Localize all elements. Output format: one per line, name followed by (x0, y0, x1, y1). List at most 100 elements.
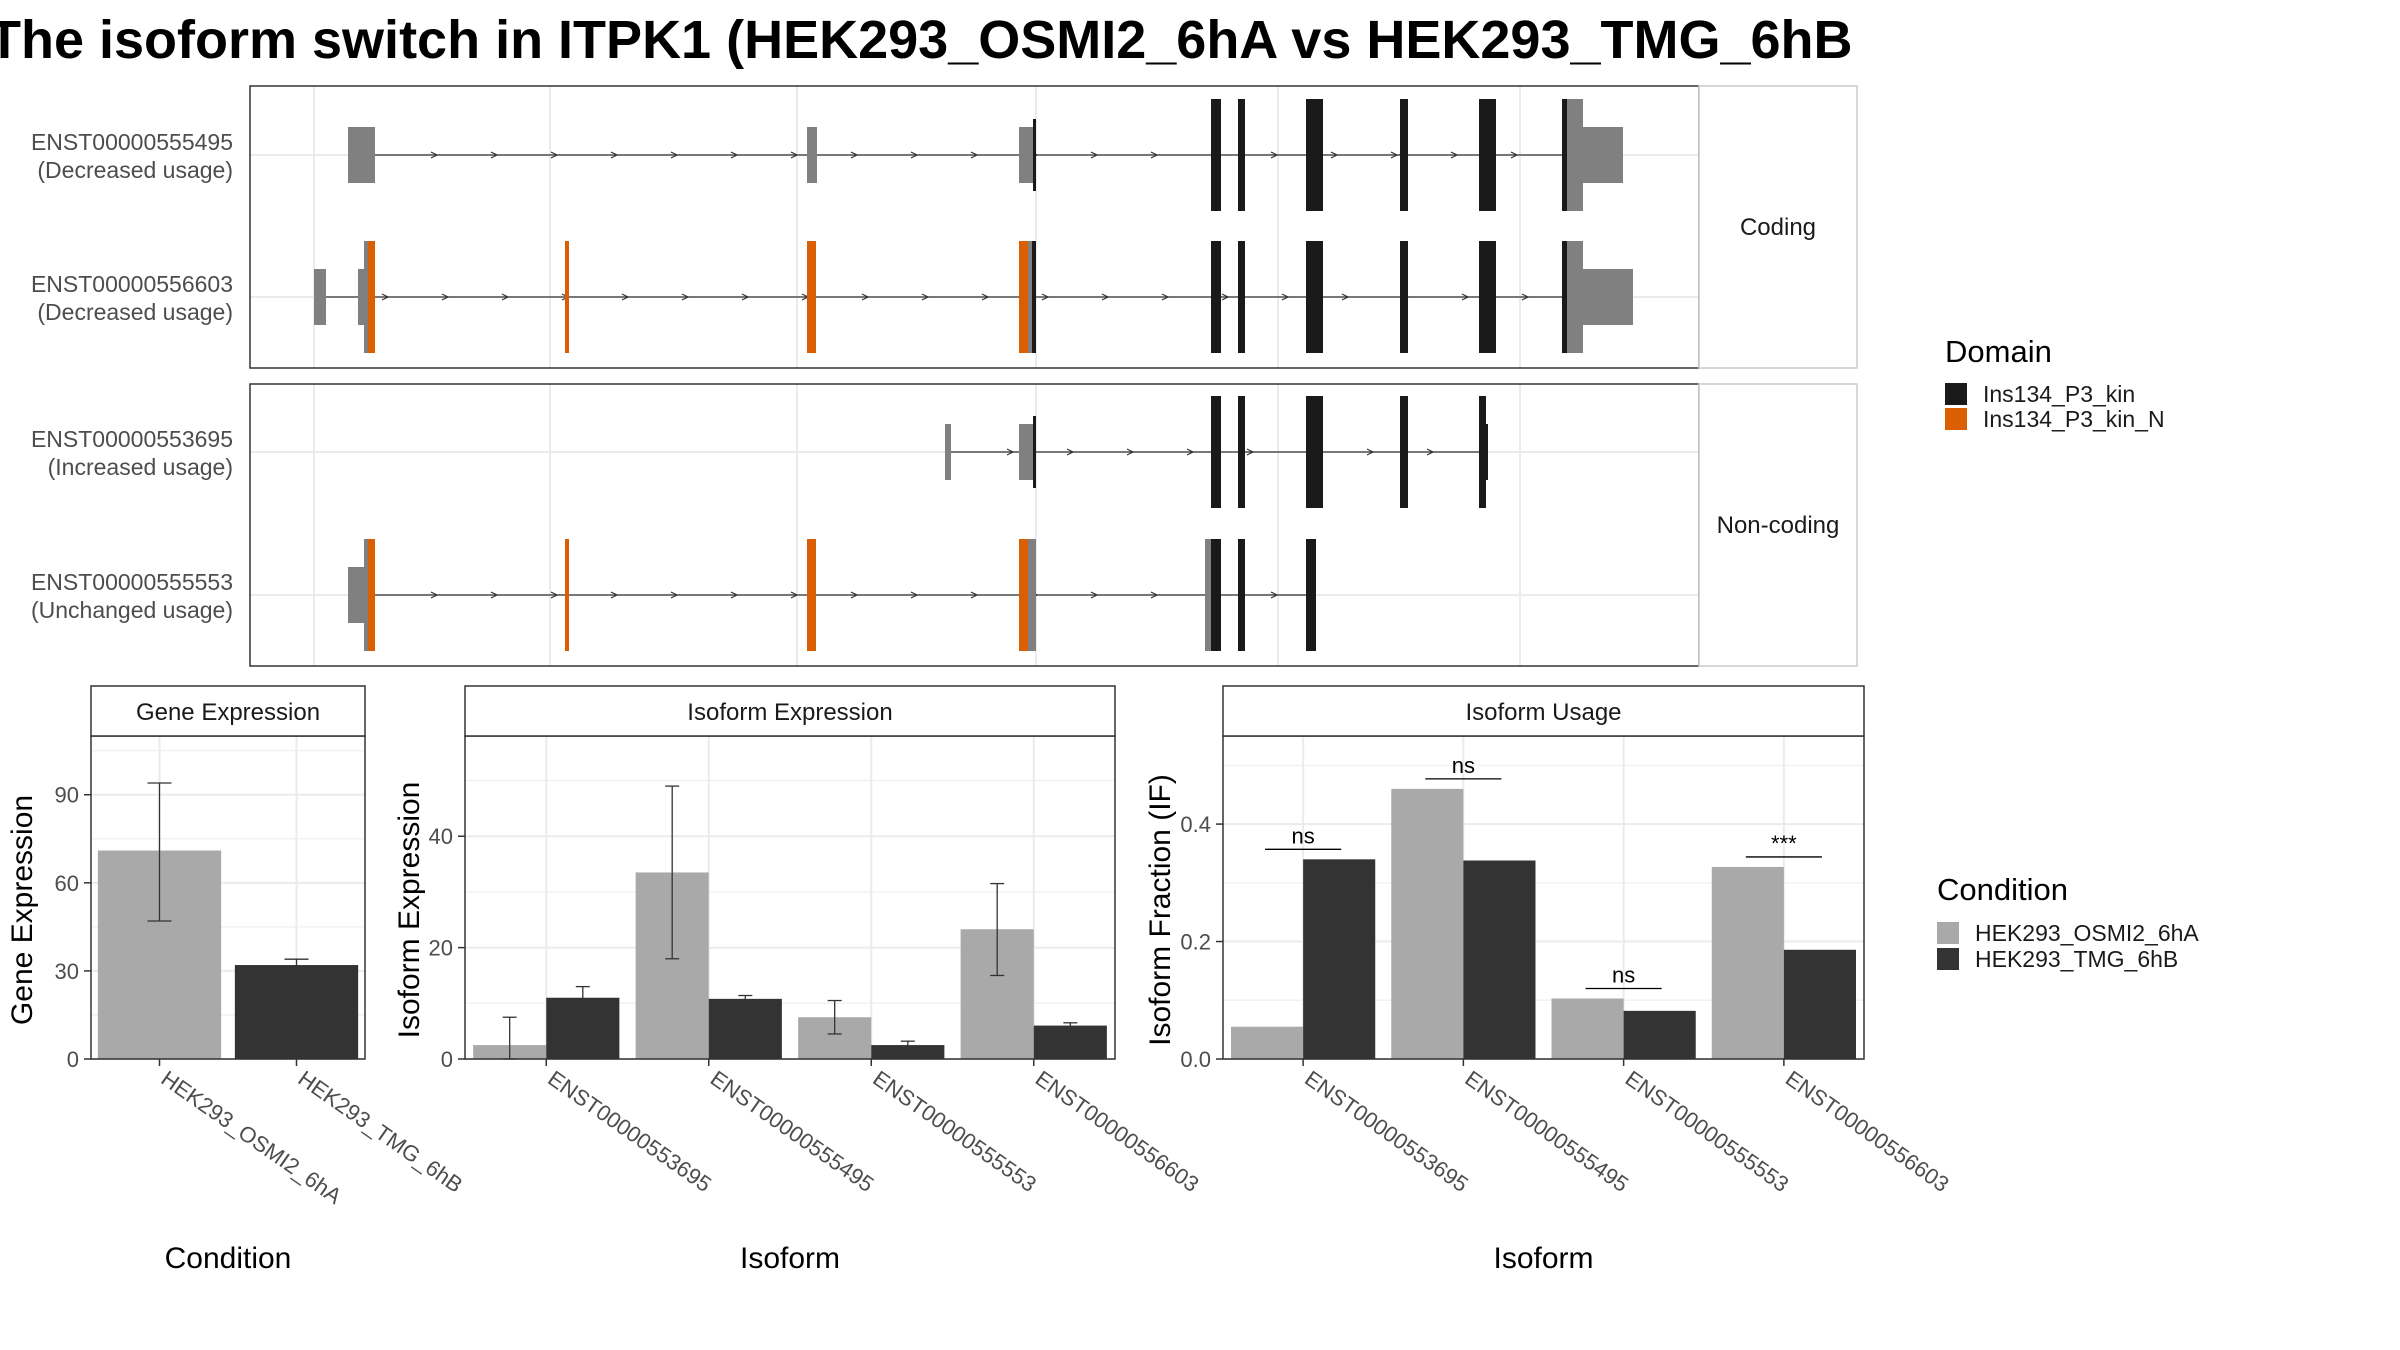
significance-label: ns (1452, 753, 1475, 778)
exon (358, 269, 364, 325)
intron-arrow (1161, 293, 1170, 301)
x-tick-label: ENST00000555553 (868, 1066, 1041, 1197)
condition-legend-key (1937, 948, 1959, 970)
exon (1306, 99, 1323, 211)
exon (945, 424, 951, 480)
exon (1032, 241, 1036, 353)
y-tick-label: 60 (55, 871, 79, 896)
y-tick-label: 0.2 (1180, 930, 1211, 955)
x-tick-label: ENST00000556603 (1781, 1066, 1954, 1197)
y-axis-title: Isoform Expression (393, 782, 426, 1039)
condition-legend-label: HEK293_TMG_6hB (1975, 946, 2178, 972)
y-tick-label: 0.4 (1180, 812, 1211, 837)
exon (1400, 99, 1408, 211)
exon (1479, 241, 1496, 353)
intron-arrow (490, 151, 499, 159)
structure-panel-label: Non-coding (1717, 512, 1840, 539)
exon (1306, 396, 1323, 508)
exon (1019, 241, 1028, 353)
x-tick-label: ENST00000555553 (1621, 1066, 1794, 1197)
intron-arrow (670, 151, 679, 159)
exon (1019, 424, 1033, 480)
intron-arrow (1221, 293, 1230, 301)
structure-panel-bg (250, 384, 1699, 666)
facet-strip (90, 685, 366, 737)
x-axis-title: Isoform (740, 1242, 840, 1275)
bar (1391, 788, 1464, 1059)
exon (1400, 396, 1408, 508)
isoform-id-label: ENST00000553695 (31, 426, 233, 452)
exon (1306, 241, 1323, 353)
intron-arrow (1150, 151, 1159, 159)
facet-strip-label: Isoform Usage (1465, 699, 1621, 726)
exon (364, 539, 368, 651)
exon (1238, 241, 1245, 353)
x-tick-label: ENST00000555495 (706, 1066, 879, 1197)
intron-arrow (681, 293, 690, 301)
intron-arrow (1246, 448, 1255, 456)
intron-arrow (430, 151, 439, 159)
exon (1562, 99, 1567, 211)
intron-arrow (1090, 591, 1099, 599)
intron-arrow (1101, 293, 1110, 301)
isoform-usage-label: (Decreased usage) (37, 157, 233, 183)
exon (1028, 241, 1032, 353)
facet-strip (1222, 685, 1865, 737)
exon (348, 127, 375, 183)
intron-arrow (1450, 151, 1459, 159)
intron-arrow (850, 591, 859, 599)
intron-arrow (1366, 448, 1375, 456)
exon (1019, 539, 1028, 651)
intron-arrow (501, 293, 510, 301)
intron-arrow (910, 591, 919, 599)
intron-arrow (550, 151, 559, 159)
bar (1783, 949, 1856, 1059)
exon (1211, 396, 1221, 508)
y-tick-label: 30 (55, 959, 79, 984)
intron-arrow (861, 293, 870, 301)
intron-arrow (981, 293, 990, 301)
intron-arrow (610, 591, 619, 599)
y-tick-label: 40 (429, 824, 453, 849)
exon (807, 539, 816, 651)
x-tick-label: ENST00000553695 (1300, 1066, 1473, 1197)
exon (1211, 241, 1221, 353)
intron-arrow (1510, 151, 1519, 159)
exon (368, 539, 375, 651)
intron-arrow (910, 151, 919, 159)
bar (234, 965, 359, 1059)
y-tick-label: 20 (429, 936, 453, 961)
y-tick-label: 90 (55, 783, 79, 808)
domain-legend-key (1945, 408, 1967, 430)
intron-arrow (1390, 151, 1399, 159)
intron-arrow (970, 591, 979, 599)
exon (1211, 99, 1221, 211)
y-axis-title: Gene Expression (6, 795, 39, 1025)
exon (1567, 241, 1583, 353)
significance-label: *** (1771, 831, 1797, 856)
exon (1238, 539, 1245, 651)
structure-panel-strip (1698, 85, 1858, 369)
structure-panel-strip (1698, 383, 1858, 667)
facet-strip (464, 685, 1116, 737)
facet-strip-label: Isoform Expression (687, 699, 892, 726)
exon (368, 241, 375, 353)
exon (1400, 241, 1408, 353)
intron-arrow (1150, 591, 1159, 599)
exon (1583, 127, 1623, 183)
intron-arrow (1461, 293, 1470, 301)
exon (1033, 119, 1036, 191)
intron-arrow (1041, 293, 1050, 301)
intron-arrow (730, 151, 739, 159)
intron-arrow (381, 293, 390, 301)
isoform-id-label: ENST00000556603 (31, 271, 233, 297)
structure-panel-bg (250, 86, 1699, 368)
intron-arrow (490, 591, 499, 599)
exon (1028, 539, 1036, 651)
exon (1583, 269, 1633, 325)
exon (1033, 416, 1036, 488)
x-tick-label: ENST00000555495 (1461, 1066, 1634, 1197)
exon (807, 127, 817, 183)
